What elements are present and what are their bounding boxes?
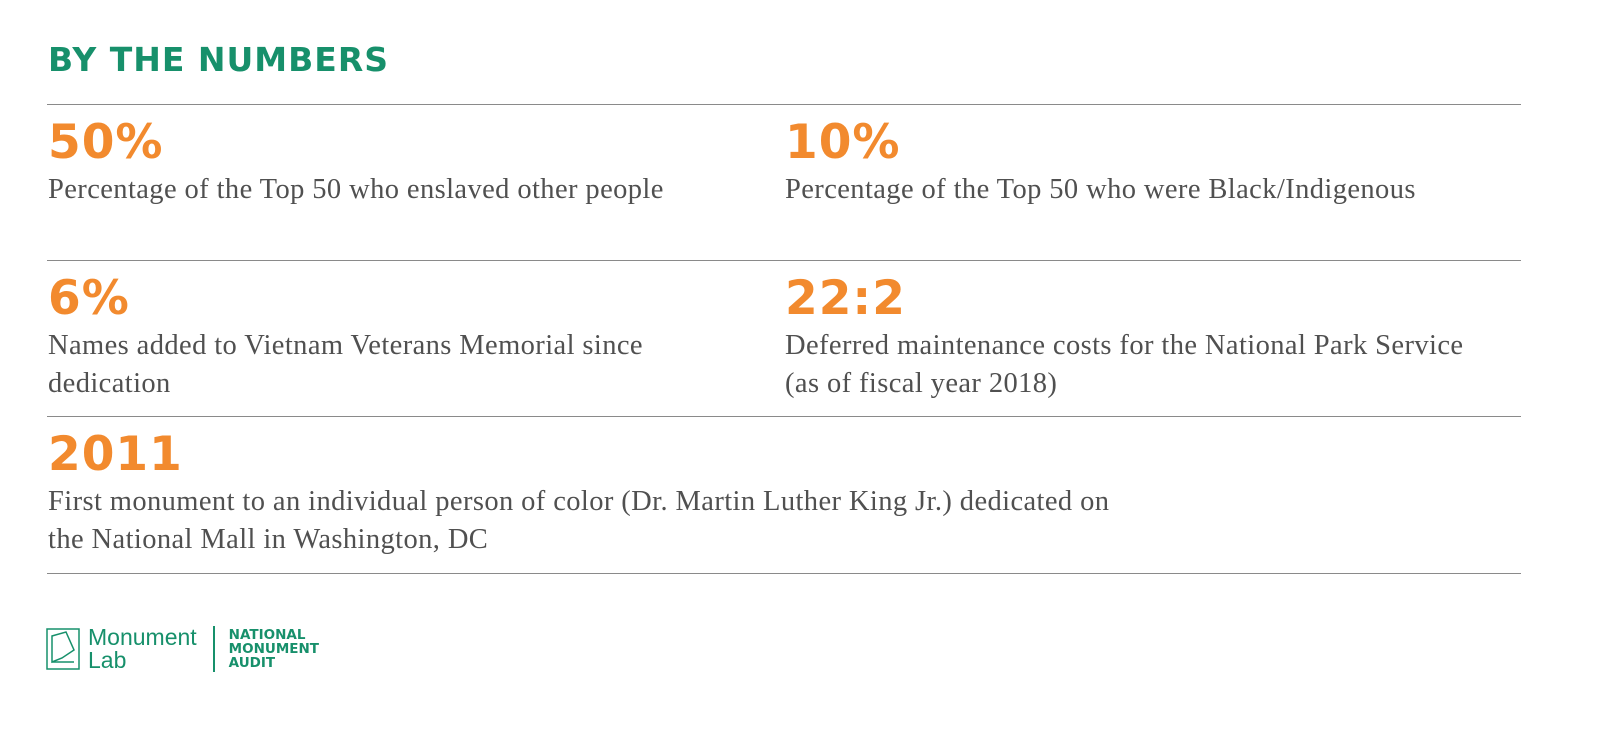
divider <box>47 416 1521 417</box>
stat-description: dedication <box>48 368 171 399</box>
stat-description: Percentage of the Top 50 who enslaved ot… <box>48 174 664 205</box>
stat-item: 2011 First monument to an individual pers… <box>48 427 1109 559</box>
stat-figure: 2011 <box>48 427 183 482</box>
logo-line: Lab <box>88 647 127 673</box>
stat-description: the National Mall in Washington, DC <box>48 524 489 555</box>
divider <box>47 573 1521 574</box>
divider <box>47 260 1521 261</box>
divider <box>47 104 1521 105</box>
logo-line: Monument <box>88 624 197 650</box>
audit-logo: NATIONAL MONUMENT AUDIT <box>229 628 319 670</box>
separator <box>212 626 215 672</box>
logo-icon <box>46 628 80 670</box>
stat-description: Percentage of the Top 50 who were Black/… <box>785 174 1416 205</box>
audit-line: MONUMENT <box>228 641 320 657</box>
stat-figure: 22:2 <box>785 271 906 326</box>
stat-figure: 10% <box>785 115 901 170</box>
stat-figure: 6% <box>48 271 130 326</box>
stat-description: Names added to Vietnam Veterans Memorial… <box>48 330 643 361</box>
stat-description: Deferred maintenance costs for the Natio… <box>785 330 1464 361</box>
stat-item: 22:2 Deferred maintenance costs for the N… <box>785 271 1463 403</box>
page-title: BY THE NUMBERS <box>48 40 390 79</box>
stat-figure: 50% <box>48 115 164 170</box>
audit-line: AUDIT <box>228 655 276 671</box>
stat-item: 6% Names added to Vietnam Veterans Memori… <box>48 271 643 403</box>
stat-description: (as of fiscal year 2018) <box>785 368 1058 399</box>
logo-name: Monument Lab <box>88 626 197 672</box>
stat-description: First monument to an individual person o… <box>48 486 1110 517</box>
audit-line: NATIONAL <box>228 627 306 643</box>
footer-logos: Monument Lab NATIONAL MONUMENT AUDIT <box>46 626 319 672</box>
stat-item: 10% Percentage of the Top 50 who were Bla… <box>785 115 1416 209</box>
stat-item: 50% Percentage of the Top 50 who enslaved… <box>48 115 664 209</box>
